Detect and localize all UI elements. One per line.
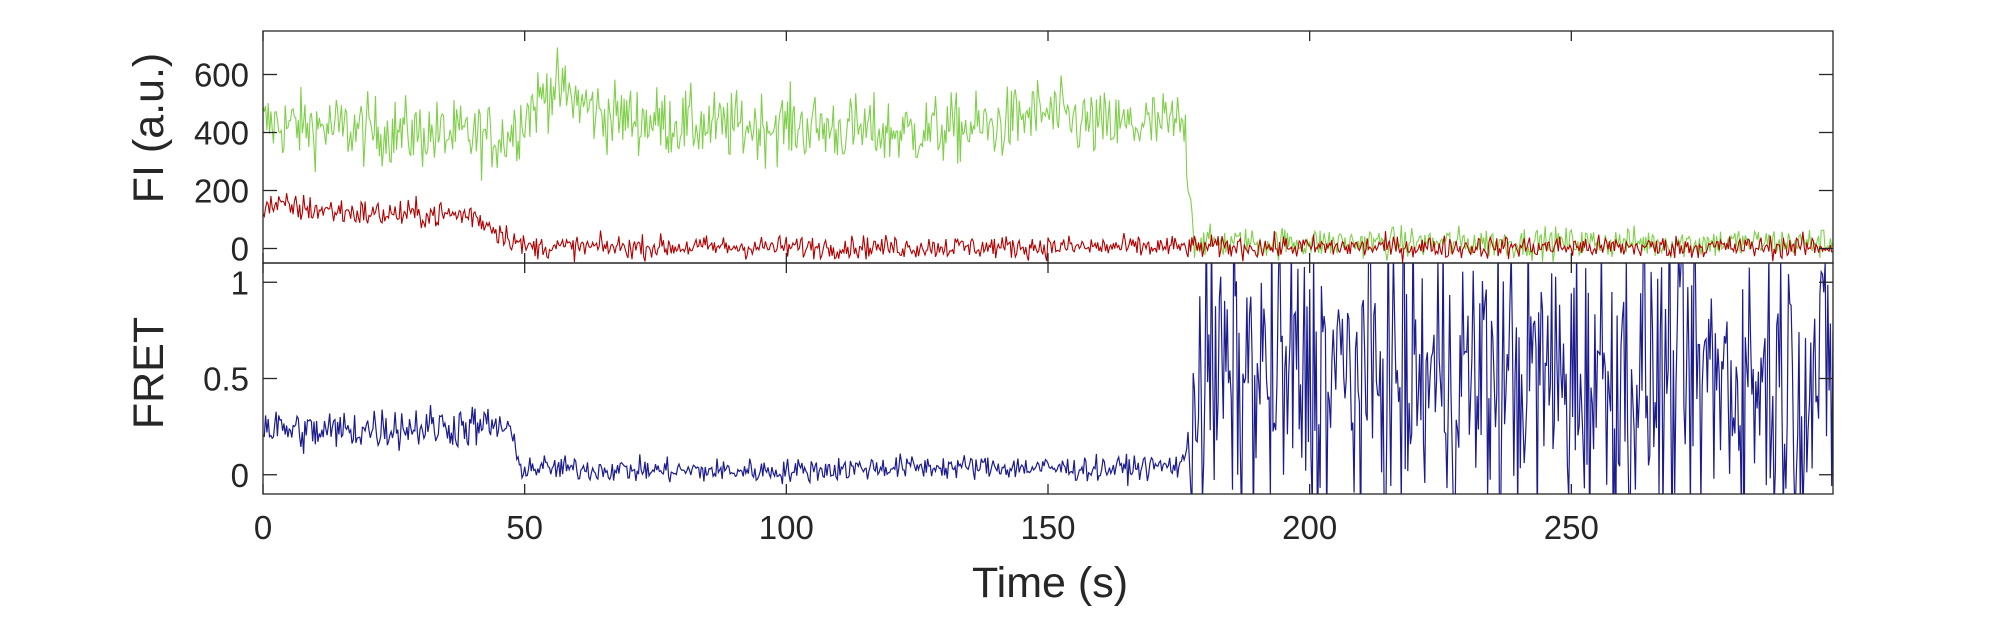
bottom-y-tick-label: 1 (231, 264, 249, 301)
x-tick-label: 250 (1544, 509, 1599, 546)
top-y-tick-label: 0 (231, 231, 249, 268)
x-tick-label: 50 (506, 509, 543, 546)
fret-plot: 0 0.5 1 0 50 100 150 200 250 (203, 262, 1834, 546)
x-axis-label: Time (s) (972, 559, 1128, 607)
fluorescence-plot: 0 200 400 600 (194, 30, 1834, 268)
x-tick-label: 200 (1282, 509, 1337, 546)
x-tick-label: 0 (254, 509, 272, 546)
x-tick-label: 150 (1020, 509, 1075, 546)
top-y-tick-label: 600 (194, 57, 249, 94)
top-series-1-line (263, 193, 1833, 263)
top-y-tick-label: 200 (194, 173, 249, 210)
x-tick-label: 100 (759, 509, 814, 546)
bottom-y-axis-label: FRET (125, 317, 173, 429)
top-y-axis-label: FI (a.u.) (125, 53, 173, 204)
bottom-y-tick-label: 0.5 (203, 361, 249, 398)
bottom-y-tick-label: 0 (231, 457, 249, 494)
top-series-0-line (263, 47, 1833, 262)
bottom-series-0-line (263, 263, 1833, 494)
top-y-tick-label: 400 (194, 115, 249, 152)
